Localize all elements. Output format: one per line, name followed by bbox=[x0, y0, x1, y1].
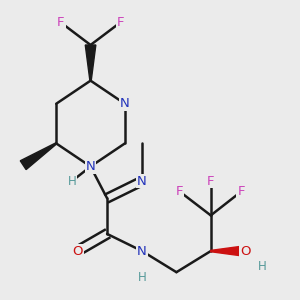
Text: F: F bbox=[207, 175, 214, 188]
Text: N: N bbox=[120, 97, 130, 110]
Text: F: F bbox=[237, 185, 245, 198]
Text: F: F bbox=[116, 16, 124, 29]
Polygon shape bbox=[20, 143, 57, 169]
Text: O: O bbox=[240, 244, 250, 258]
Text: H: H bbox=[258, 260, 267, 273]
Text: N: N bbox=[137, 244, 147, 258]
Text: H: H bbox=[138, 271, 146, 284]
Text: H: H bbox=[68, 175, 76, 188]
Text: F: F bbox=[176, 185, 184, 198]
Text: F: F bbox=[57, 16, 64, 29]
Text: O: O bbox=[72, 244, 83, 258]
Text: N: N bbox=[86, 160, 95, 173]
Polygon shape bbox=[85, 45, 96, 81]
Text: N: N bbox=[137, 175, 147, 188]
Polygon shape bbox=[211, 246, 245, 256]
